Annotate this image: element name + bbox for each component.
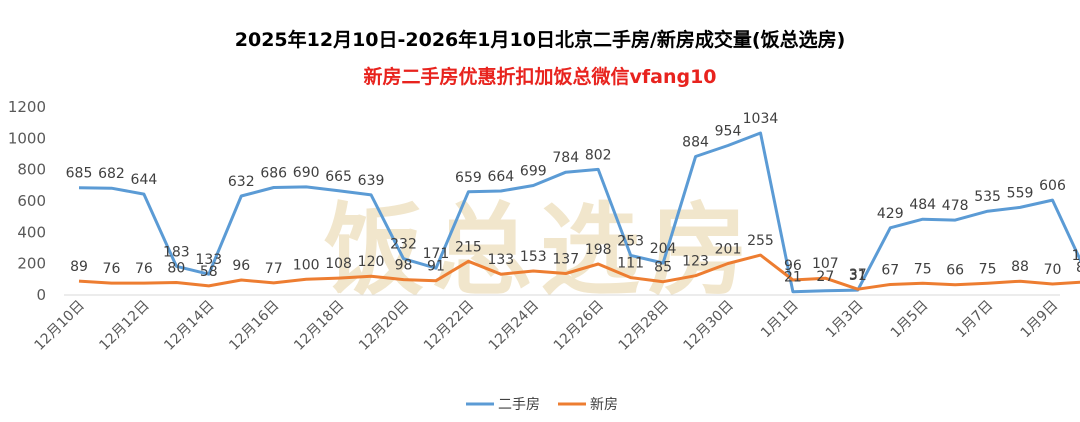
data-label: 123	[682, 254, 709, 270]
data-label: 639	[358, 173, 385, 189]
data-label: 27	[816, 269, 834, 285]
data-label: 111	[617, 256, 644, 272]
x-tick-label: 1月5日	[888, 298, 932, 342]
data-label: 484	[909, 197, 936, 213]
data-label: 1034	[743, 111, 779, 127]
x-tick-label: 12月14日	[161, 298, 217, 354]
data-label: 682	[98, 166, 125, 182]
data-label: 153	[520, 249, 547, 265]
data-label: 96	[784, 258, 802, 274]
x-tick-label: 12月10日	[32, 298, 88, 354]
x-tick-label: 1月7日	[953, 298, 997, 342]
data-label: 659	[455, 170, 482, 186]
data-label: 606	[1039, 178, 1066, 194]
data-label: 253	[617, 233, 644, 249]
legend-item: 新房	[558, 397, 618, 413]
legend-item: 二手房	[466, 397, 540, 413]
y-axis: 0 200 400 600 800 1000 1200	[8, 98, 46, 304]
data-label: 232	[390, 237, 417, 253]
data-label: 75	[979, 261, 997, 277]
data-label: 632	[228, 174, 255, 190]
y-tick-label: 200	[17, 255, 46, 273]
data-label: 96	[232, 258, 250, 274]
legend-label: 二手房	[498, 397, 540, 413]
data-label: 88	[1011, 259, 1029, 275]
data-label: 91	[427, 259, 445, 275]
data-label: 108	[325, 256, 352, 272]
y-tick-label: 600	[17, 192, 46, 210]
data-label: 478	[942, 198, 969, 214]
data-label: 85	[654, 260, 672, 276]
data-label: 159	[1072, 248, 1080, 264]
data-label: 58	[200, 264, 218, 280]
data-label: 685	[66, 166, 93, 182]
data-label: 31	[849, 268, 867, 284]
data-label: 183	[163, 244, 190, 260]
data-label: 201	[715, 242, 742, 258]
data-labels: 685 682 644 183 133 632 686 690 665 639 232 171 659 6…	[66, 111, 1080, 286]
data-label: 67	[881, 263, 899, 279]
data-label: 76	[135, 261, 153, 277]
legend-label: 新房	[590, 397, 618, 413]
legend: 二手房 新房	[466, 397, 618, 413]
series-line-1	[78, 253, 1080, 291]
x-tick-label: 1月3日	[823, 298, 867, 342]
data-label: 21	[784, 270, 802, 286]
y-tick-label: 1000	[8, 129, 46, 147]
data-label: 137	[552, 252, 579, 268]
data-label: 77	[265, 261, 283, 277]
data-label: 699	[520, 163, 547, 179]
series-lines	[78, 131, 1080, 294]
watermark: 饭总选房	[324, 191, 756, 309]
data-label: 429	[877, 206, 904, 222]
data-label: 559	[1007, 185, 1034, 201]
data-label: 664	[487, 169, 514, 185]
data-label: 690	[293, 165, 320, 181]
data-label: 89	[70, 259, 88, 275]
chart-subtitle: 新房二手房优惠折扣加饭总微信vfang10	[363, 65, 716, 88]
data-label: 784	[552, 150, 579, 166]
data-label: 802	[585, 147, 612, 163]
series-line-0	[78, 131, 1080, 294]
data-label: 215	[455, 239, 482, 255]
data-label: 133	[487, 252, 514, 268]
y-tick-label: 800	[17, 161, 46, 179]
y-tick-label: 400	[17, 223, 46, 241]
data-label: 644	[131, 172, 158, 188]
x-tick-label: 12月16日	[226, 298, 282, 354]
data-label: 98	[395, 258, 413, 274]
data-label: 204	[650, 241, 677, 257]
data-label: 37	[849, 267, 867, 283]
data-label: 120	[358, 254, 385, 270]
x-tick-label: 1月9日	[1018, 298, 1062, 342]
data-label: 76	[103, 261, 121, 277]
y-tick-label: 0	[36, 286, 46, 304]
x-tick-label: 12月18日	[291, 298, 347, 354]
data-label: 75	[914, 261, 932, 277]
data-label: 107	[812, 256, 839, 272]
data-label: 83	[1076, 260, 1080, 276]
chart-title: 2025年12月10日-2026年1月10日北京二手房/新房成交量(饭总选房)	[235, 28, 846, 51]
data-label: 80	[167, 260, 185, 276]
y-tick-label: 1200	[8, 98, 46, 116]
data-label: 133	[195, 252, 222, 268]
data-label: 884	[682, 135, 709, 151]
data-label: 70	[1044, 262, 1062, 278]
data-label: 66	[946, 263, 964, 279]
x-tick-label: 12月12日	[96, 298, 152, 354]
data-label: 665	[325, 169, 352, 185]
data-label: 198	[585, 242, 612, 258]
data-label: 535	[974, 189, 1001, 205]
data-label: 100	[293, 257, 320, 273]
data-label: 171	[423, 246, 450, 262]
data-label: 686	[260, 166, 287, 182]
data-label: 255	[747, 233, 774, 249]
data-label: 954	[715, 124, 742, 140]
x-tick-label: 1月1日	[758, 298, 802, 342]
